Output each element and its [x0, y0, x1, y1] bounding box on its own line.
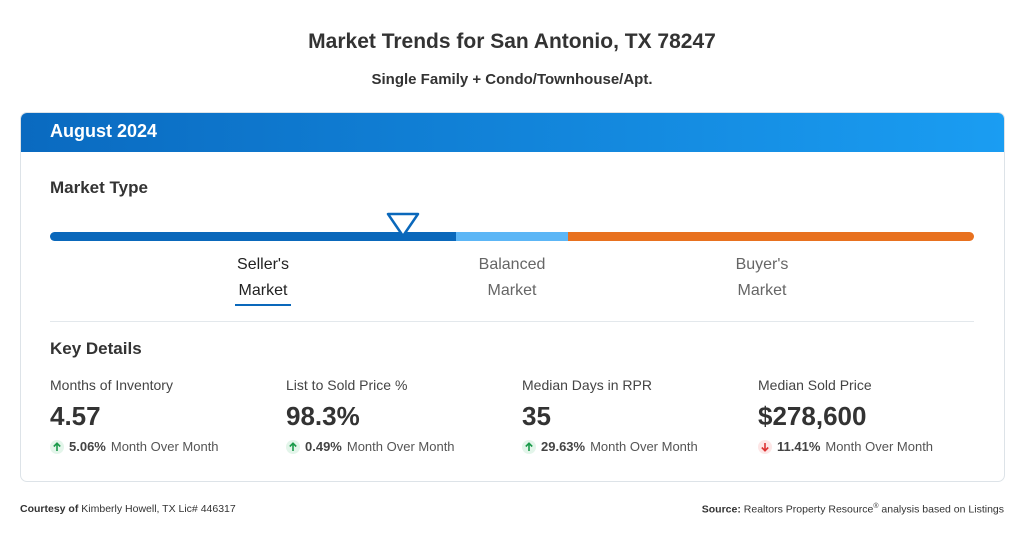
metric-value: 4.57: [50, 401, 101, 431]
source: Source: Realtors Property Resource® anal…: [702, 503, 1004, 516]
courtesy: Courtesy of Kimberly Howell, TX Lic# 446…: [20, 503, 236, 515]
balanced-segment: [456, 232, 568, 241]
market-bar: [50, 212, 974, 322]
metric-label: List to Sold Price %: [286, 377, 408, 393]
metric-label: Median Sold Price: [758, 377, 872, 393]
market-label: Seller's Market: [237, 252, 289, 304]
label-line: Market: [487, 282, 537, 299]
metric-change: 5.06% Month Over Month: [50, 439, 219, 454]
change-value: 5.06%: [69, 439, 106, 454]
metric-label: Median Days in RPR: [522, 377, 652, 393]
source-tail: analysis based on Listings: [878, 503, 1004, 516]
change-note: Month Over Month: [590, 439, 698, 454]
seller-segment: [50, 232, 457, 241]
metric-value: $278,600: [758, 401, 867, 431]
market-label: Buyer's Market: [736, 252, 789, 304]
source-text: Realtors Property Resource: [743, 503, 874, 516]
change-value: 0.49%: [305, 439, 342, 454]
subtitle: Single Family + Condo/Townhouse/Apt.: [371, 71, 653, 88]
label-line: Balanced: [478, 256, 546, 273]
down-icon: [758, 439, 772, 454]
change-value: 29.63%: [541, 439, 586, 454]
section-heading: Key Details: [50, 339, 142, 358]
metric-change: 0.49% Month Over Month: [286, 439, 455, 454]
metric-change: 11.41% Month Over Month: [758, 439, 933, 454]
label-line: Market: [737, 282, 787, 299]
source-mark: ®: [873, 503, 879, 510]
market-label: Balanced Market: [479, 252, 546, 304]
label-line: Buyer's: [735, 256, 789, 273]
metric-value: 98.3%: [286, 401, 360, 431]
change-note: Month Over Month: [346, 439, 455, 454]
marker: [386, 212, 420, 238]
card: [20, 112, 1005, 482]
title: Market Trends for San Antonio, TX 78247: [308, 30, 716, 53]
label-line: Seller's: [237, 256, 289, 273]
courtesy-text: Kimberly Howell, TX Lic# 446317: [81, 503, 236, 515]
up-icon: [522, 439, 536, 454]
change-note: Month Over Month: [825, 439, 934, 454]
buyer-segment: [568, 232, 974, 241]
card-header: [21, 113, 1004, 152]
up-icon: [50, 439, 64, 454]
period: August 2024: [50, 121, 158, 141]
label-line: Market: [238, 282, 288, 299]
metric-value: 35: [522, 401, 551, 431]
change-value: 11.41%: [777, 439, 821, 454]
courtesy-label: Courtesy of: [20, 503, 79, 515]
section-heading: Market Type: [50, 178, 148, 197]
source-label: Source:: [701, 503, 741, 516]
change-note: Month Over Month: [110, 439, 219, 454]
up-icon: [286, 439, 300, 454]
metric-change: 29.63% Month Over Month: [522, 439, 698, 454]
metric-label: Months of Inventory: [50, 377, 173, 393]
